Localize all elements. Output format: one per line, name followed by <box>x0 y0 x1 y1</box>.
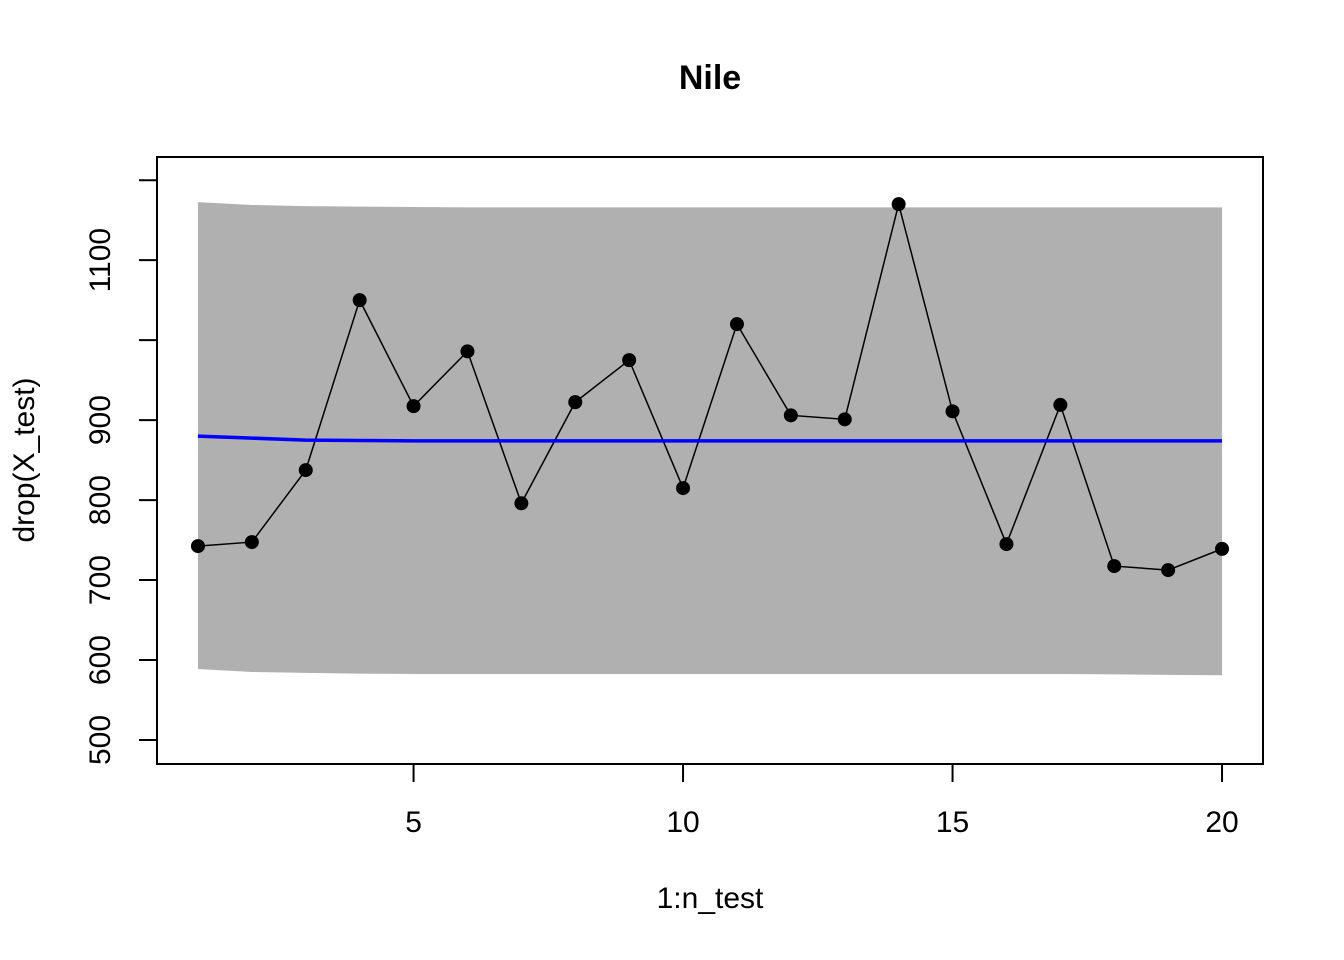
series-line <box>197 203 1223 571</box>
x-tick-label: 15 <box>936 806 969 839</box>
point <box>783 408 798 423</box>
y-tick-label: 700 <box>84 555 117 605</box>
point <box>676 481 691 496</box>
point <box>406 399 421 414</box>
y-axis-label: drop(X_test) <box>8 377 41 542</box>
point <box>190 539 205 554</box>
point <box>460 344 475 359</box>
x-tick-label: 20 <box>1205 806 1238 839</box>
x-tick-label: 10 <box>666 806 699 839</box>
point <box>1215 541 1230 556</box>
point <box>837 412 852 427</box>
point <box>244 535 259 550</box>
point <box>1107 559 1122 574</box>
point <box>999 537 1014 552</box>
point <box>891 197 906 212</box>
series-line <box>197 434 1223 443</box>
point <box>622 353 637 368</box>
point <box>298 463 313 478</box>
y-tick-label: 900 <box>84 395 117 445</box>
y-tick-label: 800 <box>84 475 117 525</box>
chart-title: Nile <box>679 59 741 97</box>
point <box>729 317 744 332</box>
point <box>1053 397 1068 412</box>
y-tick-label: 600 <box>84 635 117 685</box>
x-tick-label: 5 <box>405 806 422 839</box>
plot-frame <box>156 156 1264 765</box>
point <box>945 404 960 419</box>
point <box>352 293 367 308</box>
point <box>514 496 529 511</box>
x-axis-label: 1:n_test <box>657 882 764 915</box>
y-tick-label: 500 <box>84 715 117 765</box>
prediction-band <box>197 202 1223 676</box>
point <box>568 395 583 410</box>
y-tick-label: 1100 <box>84 228 117 293</box>
point <box>1161 563 1176 578</box>
